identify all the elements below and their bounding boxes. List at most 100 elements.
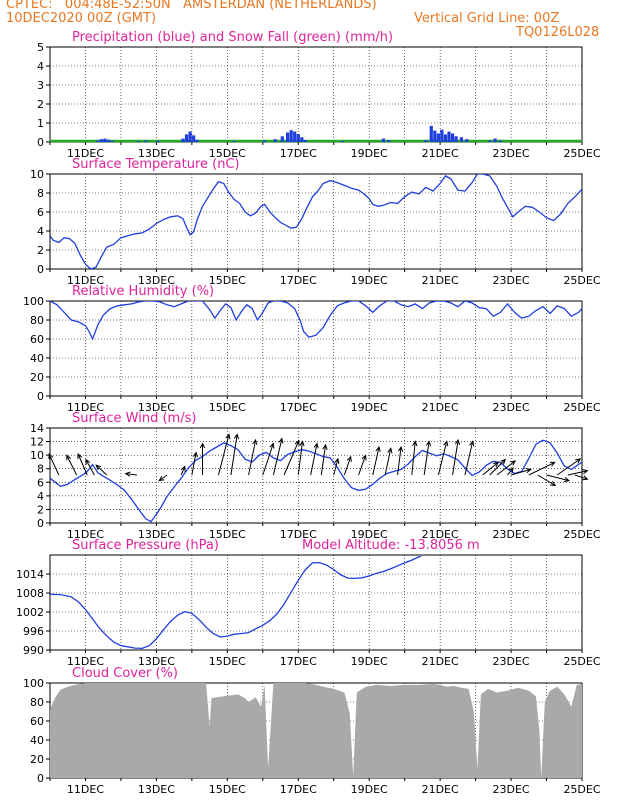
- wind-arrow-shaft: [358, 455, 367, 476]
- wind-xtick-label: 11DEC: [67, 528, 104, 541]
- cloud-xtick-label: 13DEC: [138, 783, 175, 796]
- temp-xtick-label: 25DEC: [563, 274, 600, 287]
- wind-ytick-label: 2: [37, 503, 44, 516]
- temp-xtick-label: 15DEC: [209, 274, 246, 287]
- precip-bar: [289, 130, 293, 142]
- wind-arrow-shaft: [507, 467, 514, 476]
- wind-arrow-shaft: [556, 458, 581, 476]
- wind-arrow-head: [180, 465, 186, 472]
- wind-arrow-shaft: [528, 461, 555, 476]
- wind-arrow-head: [361, 454, 367, 461]
- wind-arrow-shaft: [384, 448, 392, 476]
- precip-bar: [436, 133, 440, 142]
- wind-ytick-label: 10: [30, 449, 44, 462]
- precip-ytick-label: 2: [37, 98, 44, 111]
- pressure-xtick-label: 17DEC: [280, 655, 317, 668]
- wind-arrow-shaft: [452, 439, 459, 476]
- rh-title: Relative Humidity (%): [72, 284, 214, 299]
- cloud-ytick-label: 100: [23, 677, 44, 690]
- wind-arrow-shaft: [180, 466, 186, 476]
- pressure-title: Surface Pressure (hPa): [72, 538, 219, 553]
- precip-bar: [195, 139, 199, 142]
- wind-ytick-label: 12: [30, 436, 44, 449]
- temp-xtick-label: 23DEC: [493, 274, 530, 287]
- precip-bar: [443, 134, 448, 142]
- precip-bar: [273, 139, 277, 142]
- precip-bar: [433, 130, 437, 142]
- precip-bar: [293, 131, 297, 142]
- wind-arrow-head: [549, 461, 556, 467]
- precip-xtick-label: 23DEC: [493, 147, 530, 160]
- wind-arrow-shaft: [437, 441, 448, 476]
- wind-arrow-shaft: [283, 440, 300, 476]
- precip-bar: [184, 134, 189, 142]
- precip-bar: [381, 138, 385, 142]
- wind-arrow-head: [77, 452, 83, 460]
- rh-ytick-label: 100: [23, 295, 44, 308]
- wind-arrow-shaft: [397, 446, 402, 476]
- pressure-xtick-label: 23DEC: [493, 655, 530, 668]
- wind-title: Surface Wind (m/s): [72, 411, 196, 426]
- pressure-xtick-label: 11DEC: [67, 655, 104, 668]
- temp-xtick-label: 19DEC: [351, 274, 388, 287]
- wind-arrow-shaft: [248, 439, 257, 476]
- precip-xtick-label: 21DEC: [422, 147, 459, 160]
- wind-arrow-shaft: [85, 459, 95, 476]
- wind-arrow-head: [199, 442, 206, 449]
- rh-xtick-label: 17DEC: [280, 401, 317, 414]
- precip-bar: [296, 134, 300, 142]
- rh-xtick-label: 13DEC: [138, 401, 175, 414]
- precip-bar: [181, 138, 185, 142]
- wind-arrow-shaft: [546, 474, 570, 482]
- rh-xtick-label: 11DEC: [67, 401, 104, 414]
- header-model: TQ0126L028: [516, 25, 600, 40]
- wind-xtick-label: 17DEC: [280, 528, 317, 541]
- rh-series-line: [50, 301, 582, 341]
- wind-arrow-shaft: [310, 443, 318, 476]
- wind-arrow-head: [278, 437, 284, 444]
- temp-ytick-label: 8: [37, 187, 44, 200]
- wind-arrow-head: [322, 443, 328, 450]
- pressure-ytick-label: 1002: [16, 606, 44, 619]
- temp-series-line: [50, 174, 582, 269]
- wind-ytick-label: 6: [37, 476, 44, 489]
- wind-xtick-label: 19DEC: [351, 528, 388, 541]
- temp-xtick-label: 13DEC: [138, 274, 175, 287]
- precip-bar: [459, 137, 464, 142]
- wind-arrow-shaft: [272, 438, 283, 476]
- wind-arrow-shaft: [230, 434, 238, 476]
- precip-xtick-label: 13DEC: [138, 147, 175, 160]
- precip-ytick-label: 5: [37, 41, 44, 54]
- wind-arrow-shaft: [510, 468, 531, 476]
- wind-xtick-label: 13DEC: [138, 528, 175, 541]
- cloud-xtick-label: 23DEC: [493, 783, 530, 796]
- wind-arrow-head: [124, 471, 131, 477]
- temp-ytick-label: 2: [37, 244, 44, 257]
- wind-arrow-shaft: [125, 473, 137, 476]
- pressure-xtick-label: 19DEC: [351, 655, 388, 668]
- wind-xtick-label: 25DEC: [563, 528, 600, 541]
- temp-ytick-label: 10: [30, 168, 44, 181]
- cloud-xtick-label: 11DEC: [67, 783, 104, 796]
- wind-arrow-shaft: [482, 462, 499, 476]
- cloud-ytick-label: 40: [30, 734, 44, 747]
- wind-arrow-head: [233, 433, 240, 440]
- pressure-annotation: Model Altitude: -13.8056 m: [302, 538, 480, 553]
- pressure-xtick-label: 15DEC: [209, 655, 246, 668]
- rh-xtick-label: 15DEC: [209, 401, 246, 414]
- temp-xtick-label: 17DEC: [280, 274, 317, 287]
- wind-arrow-head: [387, 447, 393, 454]
- wind-ytick-label: 0: [37, 517, 44, 530]
- precip-ytick-label: 4: [37, 60, 44, 73]
- precip-frame: [49, 46, 583, 143]
- header-grid-note: Vertical Grid Line: 00Z: [414, 11, 560, 26]
- precip-bar: [488, 140, 492, 142]
- wind-xtick-label: 21DEC: [422, 528, 459, 541]
- precip-bar: [232, 141, 237, 142]
- pressure-xtick-label: 21DEC: [422, 655, 459, 668]
- cloud-xtick-label: 21DEC: [422, 783, 459, 796]
- rh-xtick-label: 23DEC: [493, 401, 530, 414]
- rh-xtick-label: 25DEC: [563, 401, 600, 414]
- precip-xtick-label: 17DEC: [280, 147, 317, 160]
- pressure-xtick-label: 25DEC: [563, 655, 600, 668]
